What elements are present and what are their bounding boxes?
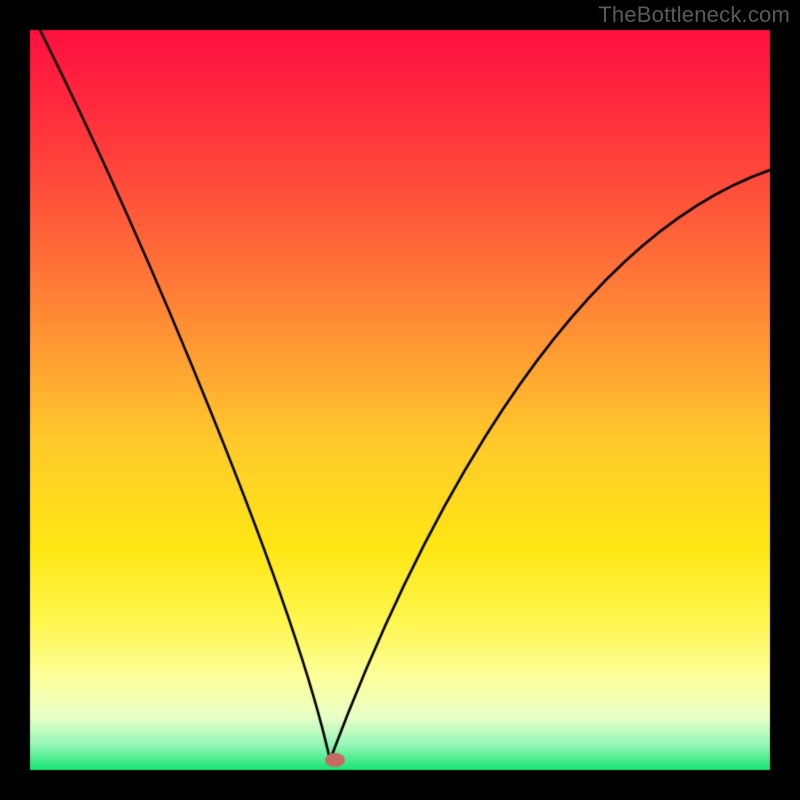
chart-curve-canvas [0,0,800,800]
chart-stage: TheBottleneck.com [0,0,800,800]
